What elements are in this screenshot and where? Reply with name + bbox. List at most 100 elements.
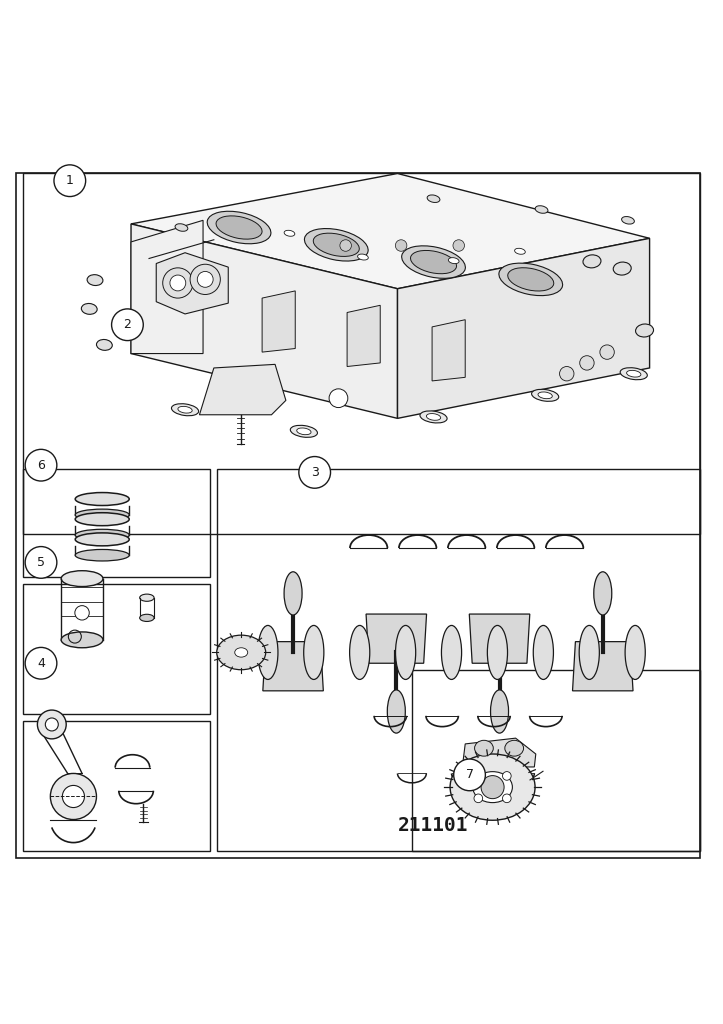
Bar: [412, 671, 700, 851]
Text: 5: 5: [37, 556, 45, 569]
Polygon shape: [469, 614, 530, 664]
Ellipse shape: [402, 246, 466, 279]
Ellipse shape: [490, 690, 508, 733]
Circle shape: [54, 165, 85, 197]
Circle shape: [502, 772, 511, 780]
Ellipse shape: [291, 425, 317, 437]
Text: 1: 1: [66, 174, 74, 187]
Ellipse shape: [613, 262, 631, 275]
Polygon shape: [156, 253, 228, 314]
Polygon shape: [432, 319, 465, 381]
Circle shape: [481, 775, 504, 799]
Ellipse shape: [620, 368, 647, 380]
Ellipse shape: [442, 626, 461, 680]
Ellipse shape: [304, 626, 324, 680]
Bar: [23, 173, 700, 534]
Ellipse shape: [284, 230, 295, 237]
Circle shape: [580, 355, 594, 370]
Ellipse shape: [258, 626, 278, 680]
Ellipse shape: [583, 255, 601, 268]
Text: 7: 7: [466, 768, 474, 781]
Circle shape: [46, 718, 59, 731]
Circle shape: [197, 271, 213, 288]
Ellipse shape: [140, 594, 154, 601]
Circle shape: [163, 268, 193, 298]
Circle shape: [25, 547, 57, 579]
Polygon shape: [347, 305, 380, 367]
Ellipse shape: [304, 228, 368, 261]
Bar: [218, 469, 700, 851]
Ellipse shape: [499, 263, 562, 296]
Ellipse shape: [448, 258, 459, 263]
Circle shape: [560, 367, 574, 381]
Ellipse shape: [313, 233, 359, 256]
Ellipse shape: [531, 389, 559, 401]
Circle shape: [190, 264, 221, 295]
Circle shape: [502, 794, 511, 803]
Circle shape: [25, 450, 57, 481]
Ellipse shape: [594, 571, 612, 615]
Polygon shape: [398, 239, 649, 419]
Text: 2: 2: [124, 318, 132, 331]
Ellipse shape: [508, 267, 554, 291]
Ellipse shape: [534, 626, 553, 680]
Circle shape: [62, 785, 85, 808]
Text: 6: 6: [37, 459, 45, 472]
Polygon shape: [131, 224, 398, 419]
Ellipse shape: [140, 614, 154, 622]
Ellipse shape: [82, 303, 97, 314]
Ellipse shape: [538, 392, 552, 398]
Circle shape: [25, 647, 57, 679]
Ellipse shape: [235, 648, 248, 657]
Polygon shape: [131, 173, 649, 289]
Text: 4: 4: [37, 656, 45, 670]
Ellipse shape: [296, 428, 311, 435]
Ellipse shape: [208, 211, 271, 244]
Circle shape: [51, 773, 96, 819]
Polygon shape: [200, 365, 286, 415]
Ellipse shape: [420, 411, 447, 423]
Ellipse shape: [579, 626, 599, 680]
Ellipse shape: [61, 632, 103, 648]
Ellipse shape: [75, 513, 129, 525]
Ellipse shape: [350, 626, 369, 680]
Ellipse shape: [427, 195, 440, 203]
Ellipse shape: [388, 690, 406, 733]
Circle shape: [600, 345, 615, 359]
Circle shape: [474, 772, 483, 780]
Bar: [23, 584, 210, 714]
Ellipse shape: [61, 570, 103, 587]
Ellipse shape: [411, 251, 456, 273]
Polygon shape: [573, 642, 633, 691]
Ellipse shape: [171, 403, 199, 416]
Ellipse shape: [427, 414, 441, 420]
Ellipse shape: [216, 216, 262, 240]
Ellipse shape: [284, 571, 302, 615]
Ellipse shape: [217, 635, 266, 670]
Ellipse shape: [535, 206, 548, 213]
Circle shape: [38, 710, 67, 739]
Ellipse shape: [87, 274, 103, 286]
Circle shape: [170, 275, 186, 291]
Text: 3: 3: [311, 466, 319, 479]
Circle shape: [340, 240, 351, 251]
Ellipse shape: [75, 509, 129, 520]
Ellipse shape: [450, 754, 535, 820]
Circle shape: [395, 240, 407, 251]
Ellipse shape: [627, 371, 641, 377]
Ellipse shape: [96, 340, 112, 350]
Polygon shape: [262, 291, 295, 352]
Polygon shape: [366, 614, 427, 664]
Ellipse shape: [636, 324, 654, 337]
Circle shape: [454, 759, 485, 791]
Circle shape: [299, 457, 330, 488]
Circle shape: [75, 605, 89, 621]
Ellipse shape: [175, 223, 188, 231]
Polygon shape: [462, 738, 536, 767]
Circle shape: [453, 240, 464, 251]
Ellipse shape: [178, 407, 192, 413]
Polygon shape: [263, 642, 323, 691]
Circle shape: [111, 309, 143, 341]
Ellipse shape: [358, 254, 368, 260]
Text: 211101: 211101: [398, 816, 469, 835]
